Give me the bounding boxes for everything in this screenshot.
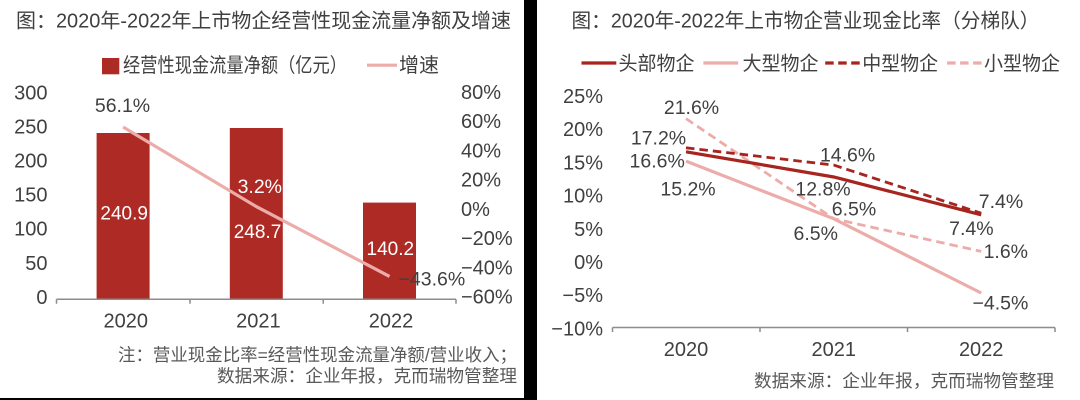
svg-text:增速: 增速 — [399, 54, 439, 77]
svg-text:16.6%: 16.6% — [630, 150, 685, 172]
svg-text:56.1%: 56.1% — [95, 95, 150, 117]
svg-text:−60%: −60% — [461, 287, 513, 309]
svg-text:3.2%: 3.2% — [238, 176, 282, 198]
svg-text:21.6%: 21.6% — [664, 97, 719, 119]
svg-text:50: 50 — [25, 253, 47, 275]
svg-text:250: 250 — [14, 116, 47, 138]
svg-text:−40%: −40% — [461, 258, 513, 280]
svg-text:2022: 2022 — [959, 339, 1004, 361]
svg-text:248.7: 248.7 — [234, 222, 282, 243]
svg-text:1.6%: 1.6% — [984, 241, 1028, 263]
svg-text:150: 150 — [14, 185, 47, 207]
svg-text:200: 200 — [14, 151, 47, 173]
svg-text:2020: 2020 — [104, 310, 149, 332]
svg-text:20%: 20% — [461, 170, 501, 192]
svg-text:−5%: −5% — [562, 285, 603, 307]
svg-text:15%: 15% — [563, 152, 603, 174]
svg-text:17.2%: 17.2% — [631, 128, 686, 150]
svg-text:图：2020年-2022年上市物企经营性现金流量净额及增速: 图：2020年-2022年上市物企经营性现金流量净额及增速 — [16, 10, 511, 33]
svg-text:80%: 80% — [461, 82, 501, 104]
svg-text:240.9: 240.9 — [100, 203, 148, 224]
svg-text:7.4%: 7.4% — [949, 218, 993, 240]
svg-text:2020: 2020 — [664, 339, 709, 361]
svg-text:6.5%: 6.5% — [793, 223, 837, 245]
svg-text:−4.5%: −4.5% — [972, 293, 1028, 315]
svg-text:6.5%: 6.5% — [832, 199, 876, 221]
svg-text:−20%: −20% — [461, 228, 513, 250]
svg-text:经营性现金流量净额（亿元）: 经营性现金流量净额（亿元） — [123, 54, 347, 77]
svg-text:300: 300 — [14, 82, 47, 104]
svg-text:0%: 0% — [461, 199, 490, 221]
svg-text:2021: 2021 — [812, 339, 857, 361]
svg-text:2022: 2022 — [369, 310, 414, 332]
svg-text:图：2020年-2022年上市物企营业现金比率（分梯队）: 图：2020年-2022年上市物企营业现金比率（分梯队） — [572, 10, 1040, 33]
svg-text:14.6%: 14.6% — [820, 145, 875, 167]
svg-text:小型物企: 小型物企 — [984, 53, 1060, 75]
svg-text:2021: 2021 — [236, 310, 281, 332]
svg-text:数据来源：企业年报，克而瑞物管整理: 数据来源：企业年报，克而瑞物管整理 — [754, 371, 1054, 391]
svg-text:头部物企: 头部物企 — [619, 53, 695, 75]
svg-text:大型物企: 大型物企 — [743, 53, 819, 75]
svg-text:中型物企: 中型物企 — [862, 53, 938, 75]
svg-text:5%: 5% — [574, 219, 603, 241]
svg-text:40%: 40% — [461, 140, 501, 162]
svg-text:15.2%: 15.2% — [660, 179, 715, 201]
svg-text:注：营业现金比率=经营性现金流量净额/营业收入；: 注：营业现金比率=经营性现金流量净额/营业收入； — [118, 345, 517, 365]
svg-text:−10%: −10% — [551, 318, 603, 340]
svg-text:0: 0 — [36, 287, 47, 309]
svg-text:25%: 25% — [563, 86, 603, 108]
svg-text:100: 100 — [14, 219, 47, 241]
svg-text:数据来源：企业年报，克而瑞物管整理: 数据来源：企业年报，克而瑞物管整理 — [217, 366, 517, 386]
svg-text:−43.6%: −43.6% — [399, 269, 466, 291]
svg-text:10%: 10% — [563, 186, 603, 208]
svg-text:0%: 0% — [574, 252, 603, 274]
svg-text:20%: 20% — [563, 119, 603, 141]
svg-text:12.8%: 12.8% — [795, 179, 850, 201]
svg-text:140.2: 140.2 — [367, 239, 415, 260]
svg-text:60%: 60% — [461, 111, 501, 133]
svg-text:7.4%: 7.4% — [979, 191, 1023, 213]
